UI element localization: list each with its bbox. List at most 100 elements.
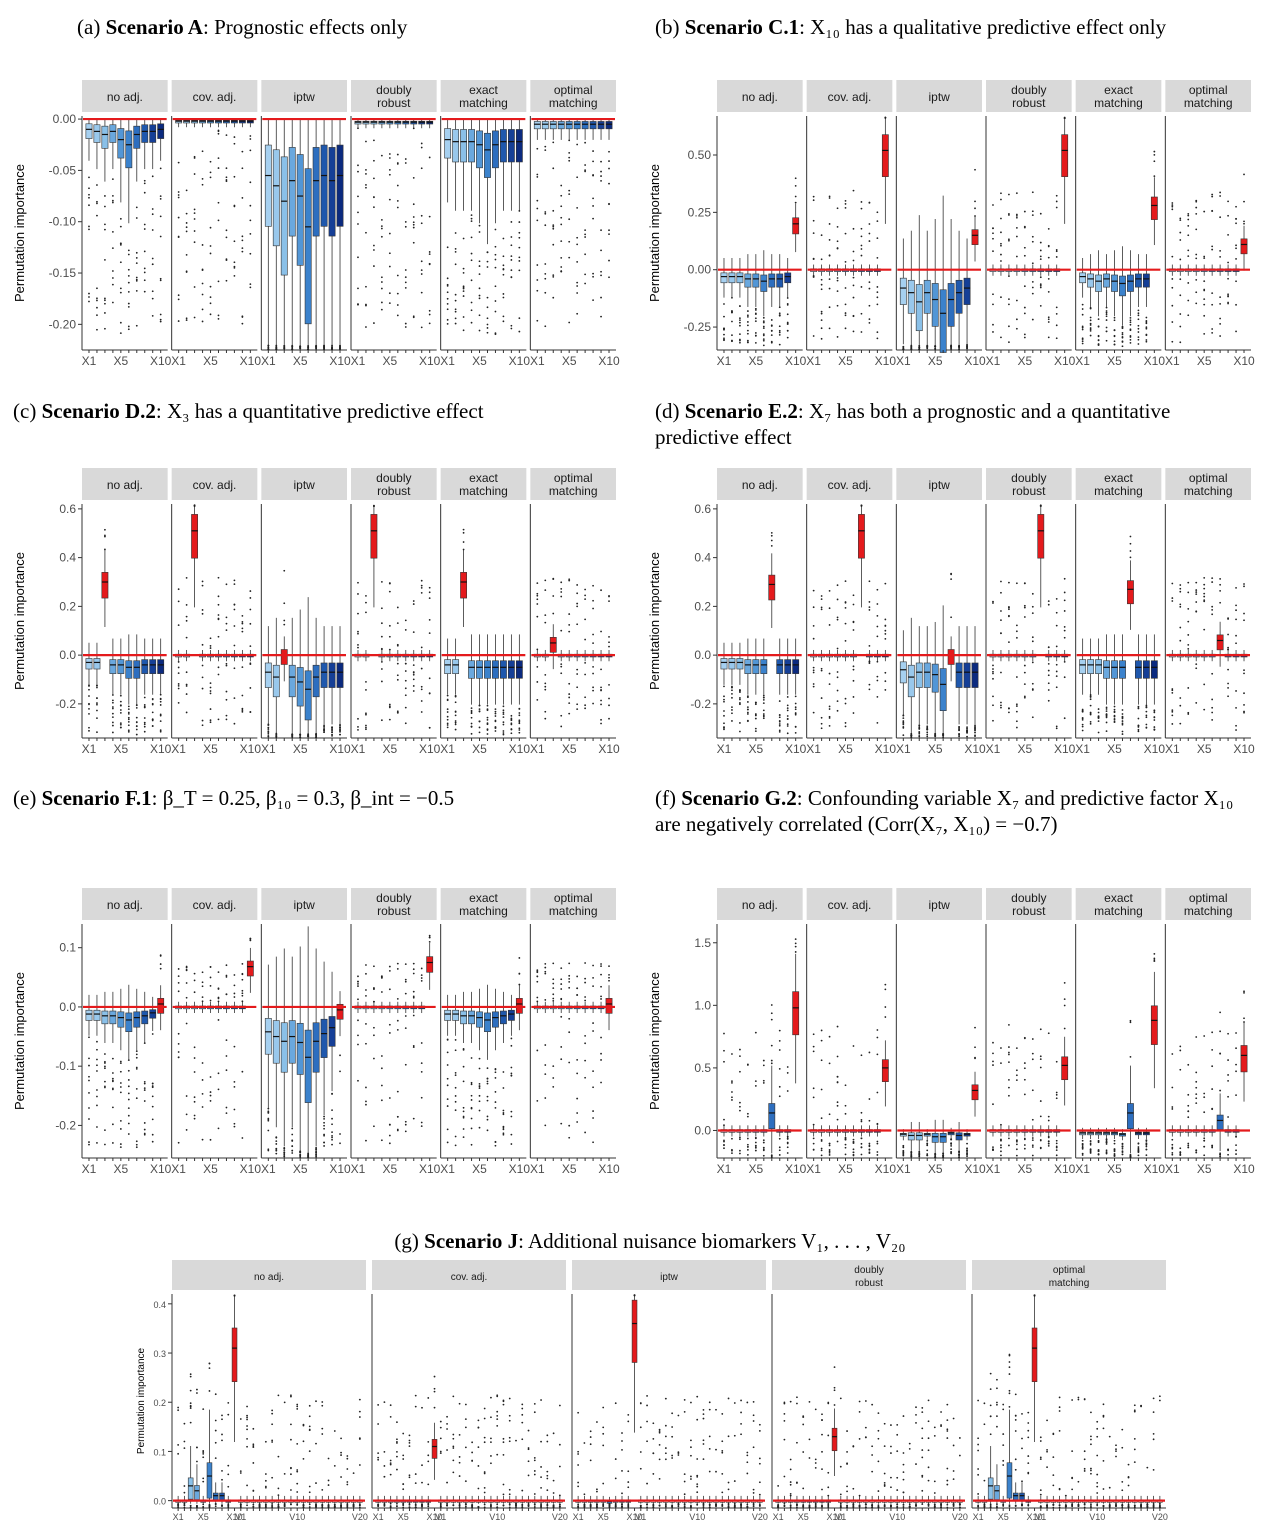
outlier-point	[926, 344, 929, 347]
outlier-point	[746, 341, 749, 344]
outlier-point	[584, 1034, 587, 1037]
outlier-point	[1047, 699, 1050, 702]
outlier-point	[1055, 645, 1058, 648]
outlier-point	[762, 1141, 765, 1144]
box	[280, 1022, 288, 1073]
outlier-point	[446, 283, 449, 286]
outlier-point	[225, 622, 228, 625]
outlier-point	[404, 992, 407, 995]
outlier-point	[388, 703, 391, 706]
outlier-point	[159, 730, 162, 733]
outlier-point	[88, 729, 90, 732]
outlier-point	[404, 694, 407, 697]
outlier-point	[365, 304, 367, 307]
outlier-point	[1219, 601, 1222, 604]
outlier-point	[536, 207, 539, 210]
outlier-point	[454, 1100, 457, 1103]
outlier-point	[446, 1077, 449, 1080]
outlier-point	[860, 1146, 863, 1149]
outlier-point	[852, 1148, 855, 1151]
outlier-point	[910, 1151, 913, 1154]
outlier-point	[201, 1079, 204, 1081]
outlier-point	[396, 314, 399, 317]
outlier-point	[1081, 337, 1084, 340]
outlier-point	[918, 735, 921, 738]
outlier-point	[1089, 1140, 1092, 1142]
outlier-point	[518, 972, 521, 975]
x-tick-label: X5	[114, 354, 129, 368]
outlier-point	[1047, 321, 1050, 323]
facet-label: exact	[1104, 83, 1133, 97]
outlier-point	[1235, 330, 1237, 333]
facet-label: cov. adj.	[193, 898, 237, 912]
outlier-point	[135, 1066, 138, 1069]
outlier-point	[233, 644, 236, 647]
outlier-point	[1023, 604, 1026, 607]
box	[149, 1009, 157, 1019]
outlier-point	[225, 616, 228, 619]
outlier-point	[723, 685, 725, 688]
outlier-point	[315, 736, 318, 739]
outlier-point	[159, 963, 162, 965]
outlier-point	[1187, 620, 1190, 623]
outlier-point	[412, 962, 415, 965]
outlier-point	[446, 726, 449, 729]
y-tick-label: -0.10	[49, 215, 77, 229]
outlier-point	[1097, 1150, 1100, 1153]
outlier-point	[958, 729, 960, 732]
outlier-point	[119, 700, 122, 703]
outlier-point	[1047, 1136, 1050, 1139]
outlier-point	[778, 700, 781, 702]
outlier-point	[365, 186, 367, 189]
outlier-point	[860, 1111, 863, 1114]
outlier-point	[518, 720, 521, 723]
outlier-point	[159, 318, 162, 321]
outlier-point	[844, 1137, 847, 1140]
outlier-point	[119, 287, 122, 290]
outlier-point	[510, 732, 513, 735]
outlier-point	[1243, 222, 1245, 225]
outlier-point	[876, 625, 879, 628]
outlier-point	[357, 195, 359, 198]
outlier-point	[420, 222, 423, 225]
outlier-point	[1235, 586, 1237, 589]
outlier-point	[143, 721, 146, 724]
outlier-point	[88, 176, 90, 179]
outlier-point	[365, 712, 367, 715]
outlier-point	[852, 1142, 855, 1145]
outlier-point	[454, 310, 457, 313]
outlier-point	[828, 1113, 831, 1116]
outlier-point	[373, 1125, 375, 1128]
outlier-point	[1211, 706, 1214, 709]
outlier-point	[812, 219, 815, 222]
outlier-point	[1055, 611, 1058, 614]
outlier-point	[902, 717, 905, 719]
outlier-point	[1179, 325, 1182, 328]
outlier-point	[249, 939, 252, 942]
outlier-point	[217, 1000, 220, 1003]
outlier-point	[828, 705, 831, 708]
facet-label: robust	[377, 484, 411, 498]
outlier-point	[267, 1129, 270, 1132]
outlier-point	[1243, 669, 1245, 672]
outlier-point	[365, 1086, 367, 1089]
outlier-point	[323, 344, 325, 347]
x-tick-label: X1	[806, 742, 821, 756]
outlier-point	[1105, 330, 1108, 333]
box	[460, 129, 467, 163]
outlier-point	[592, 1070, 594, 1073]
outlier-point	[544, 999, 547, 1001]
outlier-point	[860, 235, 863, 238]
y-tick-label: 0.5	[694, 1061, 711, 1075]
outlier-point	[592, 599, 594, 602]
outlier-point	[1227, 687, 1229, 689]
outlier-point	[820, 598, 823, 601]
outlier-point	[185, 1113, 188, 1116]
outlier-point	[454, 720, 457, 722]
outlier-point	[151, 297, 154, 300]
outlier-point	[1089, 1143, 1092, 1146]
outlier-point	[1145, 326, 1148, 329]
outlier-point	[1015, 1079, 1018, 1081]
box	[760, 274, 768, 292]
outlier-point	[820, 697, 823, 699]
